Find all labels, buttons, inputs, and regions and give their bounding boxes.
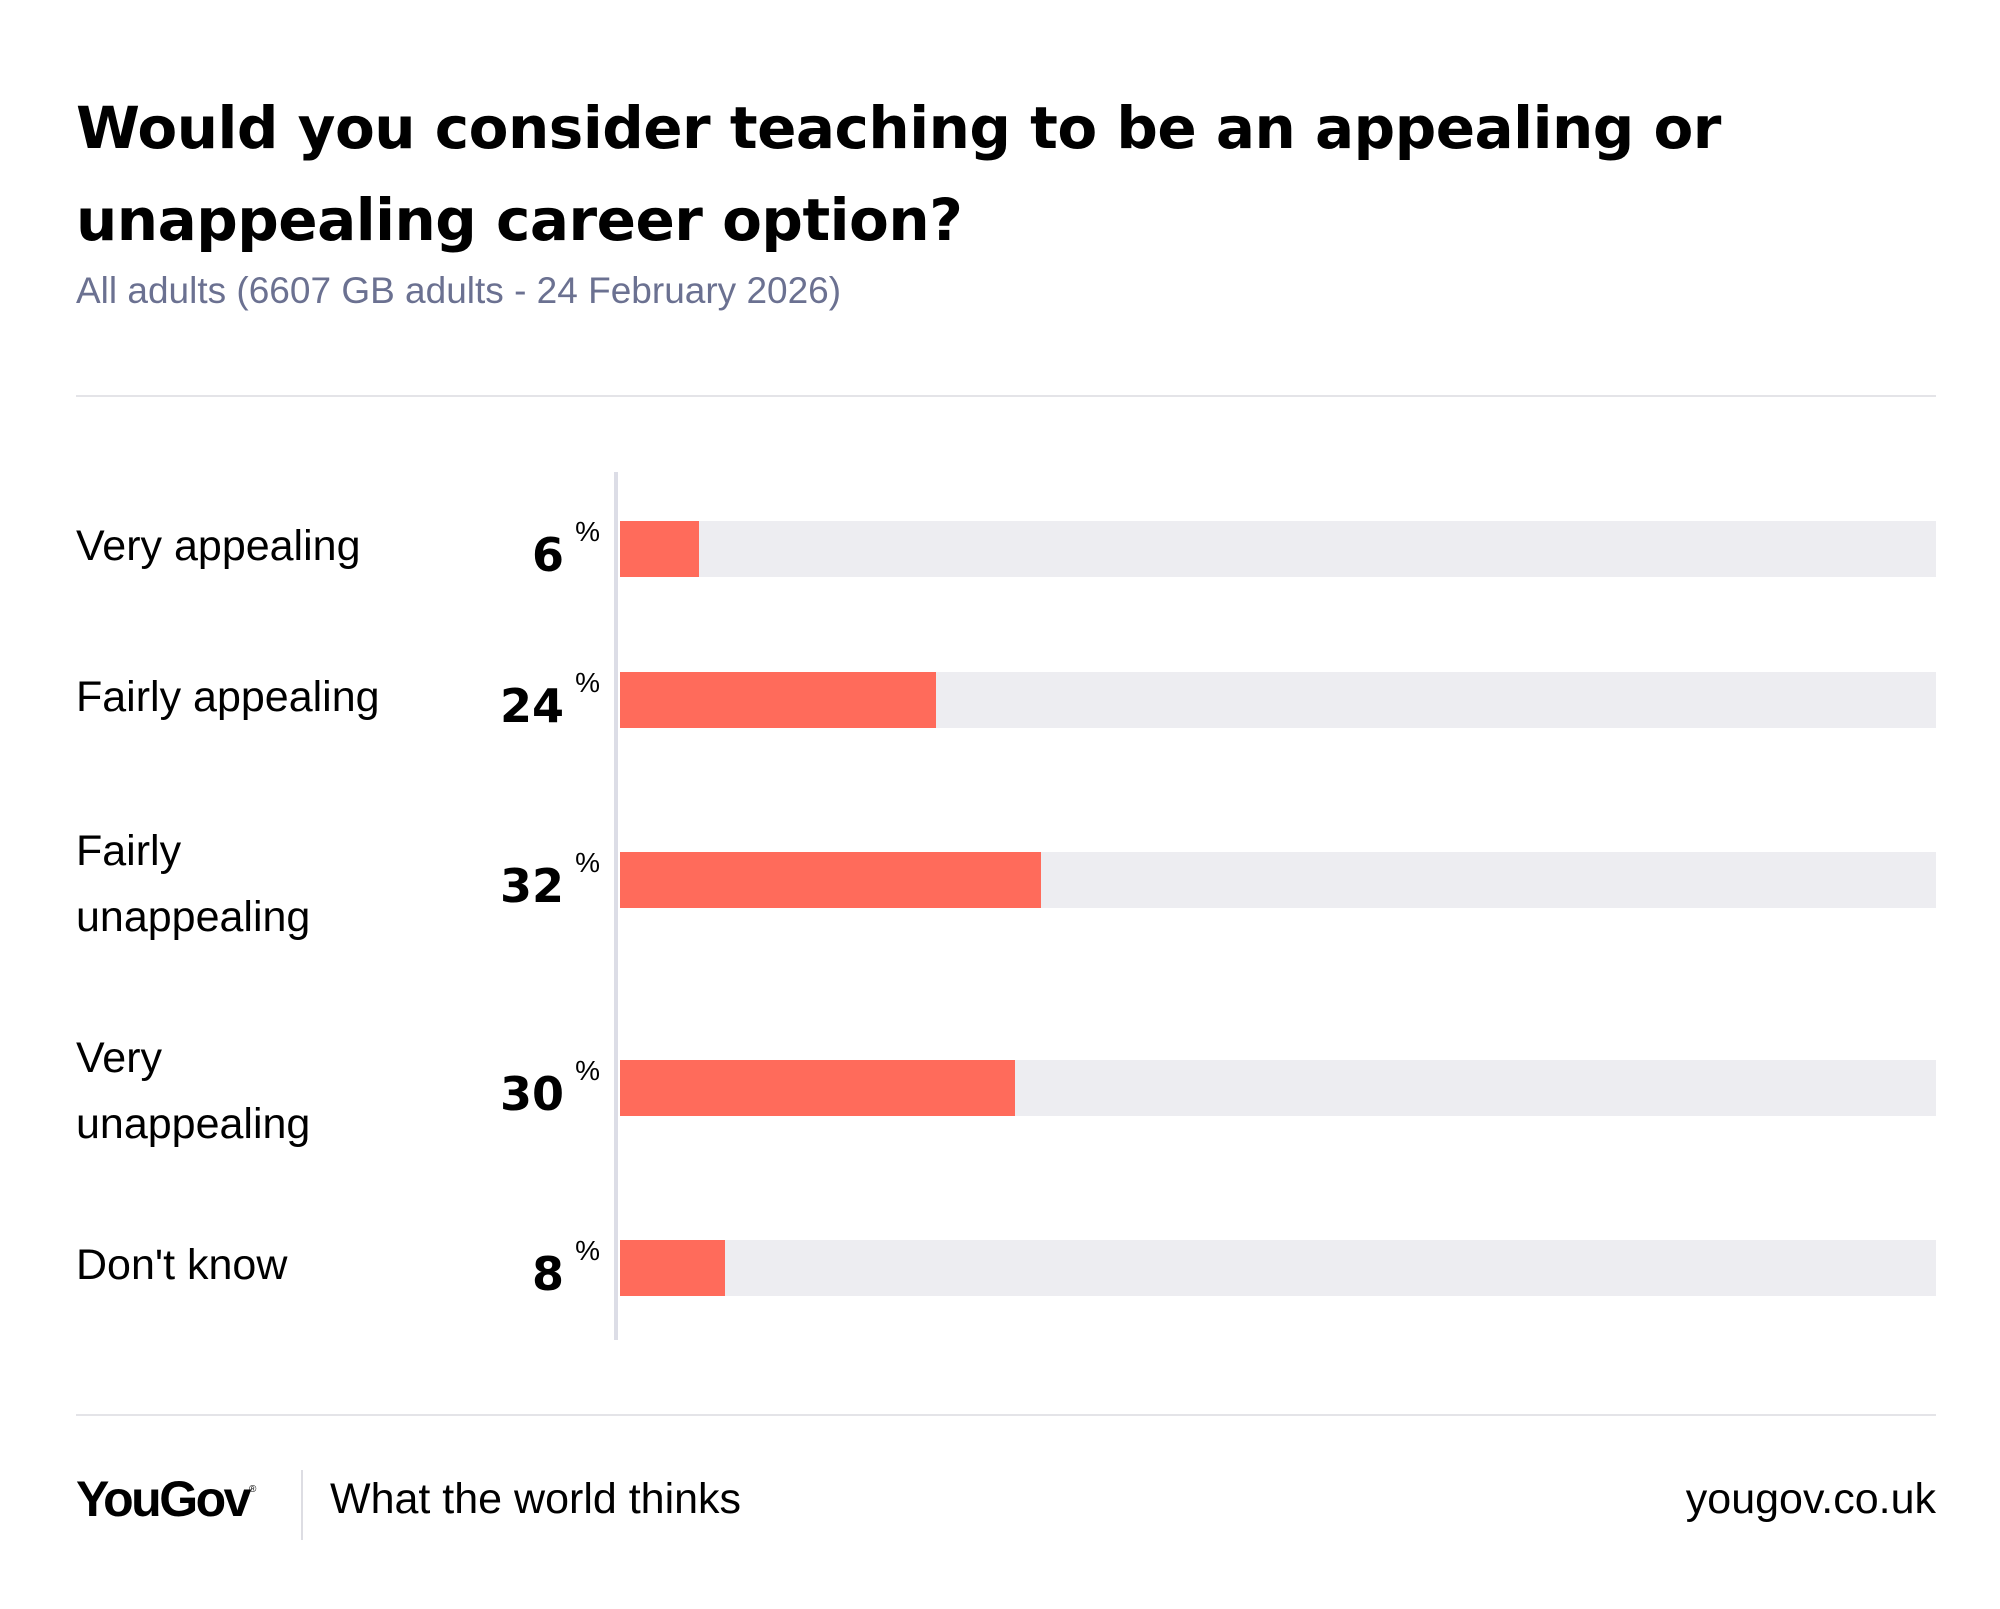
data-label-value: 8 [531,1247,564,1301]
bar [620,672,936,728]
bottom-divider [76,1414,1936,1416]
footer-separator [301,1470,303,1540]
yougov-logo-text: YouGov [76,1471,251,1527]
data-label-value: 32 [499,859,564,913]
bar [620,1240,726,1296]
footer-url[interactable]: yougov.co.uk [1685,1475,1936,1523]
category-label: Fairly appealing [76,673,380,721]
category-label: Very appealing [76,522,361,570]
bar [620,852,1042,908]
top-divider [76,395,1936,397]
data-label: 30% [430,1056,600,1122]
data-label-value: 6 [531,528,564,582]
bar-track [620,521,1936,577]
data-label-unit: % [575,1235,600,1266]
bar-track [620,672,1936,728]
yougov-logo: YouGov® [76,1470,256,1528]
category-label: Don't know [76,1241,288,1289]
data-label-value: 24 [499,679,564,733]
data-label-value: 30 [499,1067,564,1121]
data-label: 8% [430,1236,600,1302]
bar [620,1060,1015,1116]
data-label-unit: % [575,516,600,547]
data-label-unit: % [575,667,600,698]
chart-subtitle: All adults (6607 GB adults - 24 February… [76,270,842,311]
chart-title: Would you consider teaching to be an app… [76,94,1721,254]
chart-axis-line [614,472,618,1340]
data-label-unit: % [575,847,600,878]
data-label: 24% [430,668,600,734]
registered-mark-icon: ® [248,1484,257,1496]
footer-tagline: What the world thinks [330,1475,742,1523]
data-label-unit: % [575,1055,600,1086]
category-label: Very unappealing [76,1034,311,1148]
category-label: Fairly unappealing [76,827,311,941]
bar-track [620,1240,1936,1296]
bar-track [620,852,1936,908]
bar-track [620,1060,1936,1116]
data-label: 6% [430,517,600,583]
bar [620,521,699,577]
data-label: 32% [430,848,600,914]
